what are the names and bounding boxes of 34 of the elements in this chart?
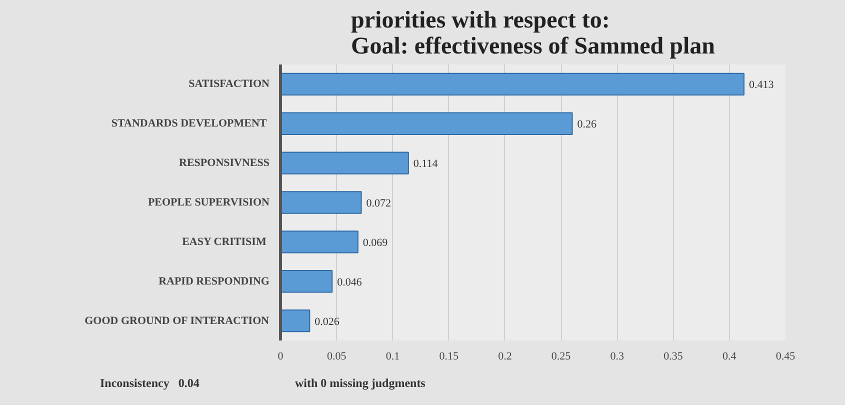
data-label: 0.072 bbox=[366, 198, 392, 210]
data-label: 0.069 bbox=[362, 236, 388, 249]
data-label: 0.413 bbox=[748, 79, 774, 92]
x-tick-label: 0 bbox=[278, 350, 284, 362]
text: Inconsistency 0.04 bbox=[100, 375, 200, 392]
x-tick-label: 0.35 bbox=[664, 350, 684, 362]
bar bbox=[280, 152, 409, 174]
y-tick-label: GOOD GROUND OF INTERACTION bbox=[84, 314, 270, 327]
bar bbox=[280, 72, 744, 96]
data-label: 0.26 bbox=[577, 118, 598, 131]
bar bbox=[280, 309, 310, 332]
y-tick-label: RESPONSIVNESS bbox=[179, 157, 270, 170]
y-tick-label: SATISFACTION bbox=[188, 78, 270, 90]
bar bbox=[280, 191, 362, 214]
x-tick-label: 0.25 bbox=[551, 350, 572, 362]
text: with 0 missing judgments bbox=[295, 375, 426, 392]
data-label: 0.114 bbox=[413, 158, 438, 170]
data-label: 0.026 bbox=[314, 316, 340, 328]
bar bbox=[280, 270, 333, 293]
y-tick-label: STANDARDS DEVELOPMENT bbox=[111, 118, 268, 130]
y-tick-label: PEOPLE SUPERVISION bbox=[148, 196, 270, 208]
y-tick-label: RAPID RESPONDING bbox=[158, 275, 270, 288]
y-tick-label: EASY CRITISIM bbox=[182, 236, 267, 248]
x-tick-label: 0.4 bbox=[722, 350, 737, 362]
x-tick-label: 0.3 bbox=[610, 350, 625, 362]
bar bbox=[280, 230, 358, 254]
bar bbox=[280, 112, 573, 135]
data-label: 0.046 bbox=[337, 276, 362, 288]
x-tick-label: 0.1 bbox=[386, 350, 400, 362]
x-tick-label: 0.2 bbox=[498, 350, 512, 362]
x-tick-label: 0.45 bbox=[776, 350, 796, 362]
x-tick-label: 0.05 bbox=[326, 350, 347, 362]
chart-title: priorities with respect to: Goal: effectiveness of Sammed plan bbox=[351, 8, 715, 60]
x-tick-label: 0.15 bbox=[439, 350, 459, 362]
